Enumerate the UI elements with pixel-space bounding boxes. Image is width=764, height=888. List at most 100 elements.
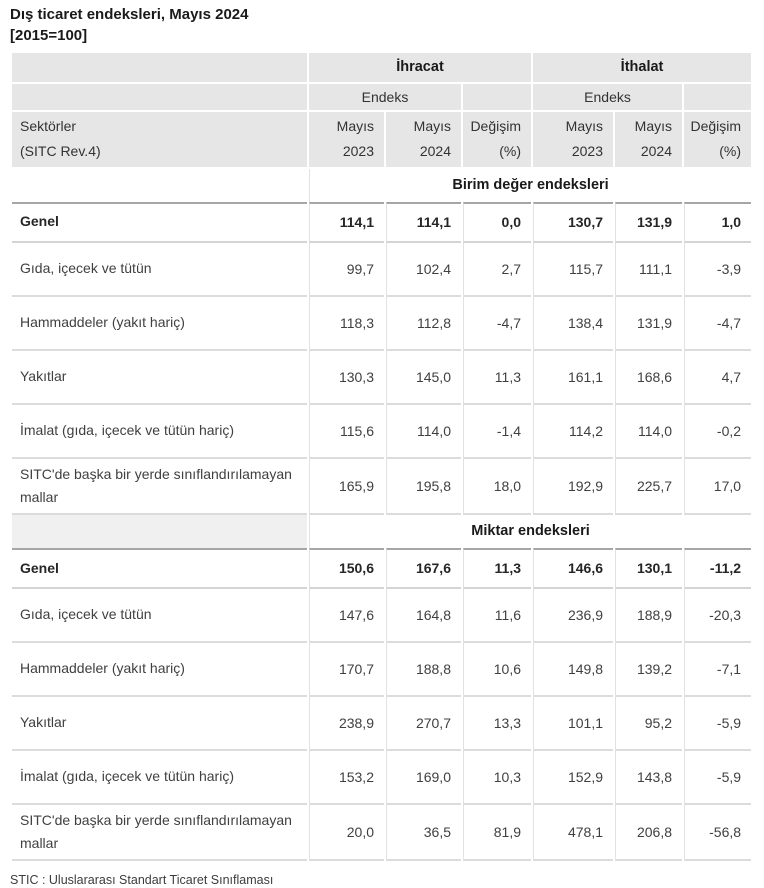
cell-value: 114,0: [615, 404, 683, 459]
cell-value: 153,2: [309, 750, 384, 805]
cell-value: 114,1: [309, 201, 384, 243]
page-title: Dış ticaret endeksleri, Mayıs 2024: [10, 6, 249, 23]
cell-value: 131,9: [615, 296, 683, 351]
cell-value: 146,6: [533, 547, 614, 589]
cell-value: 11,3: [463, 547, 532, 589]
cell-value: 118,3: [309, 296, 384, 351]
row-label: Yakıtlar: [12, 350, 307, 405]
cell-value: 147,6: [309, 588, 384, 643]
section-header-row: Birim değer endeksleri: [12, 168, 752, 202]
cell-value: 170,7: [309, 642, 384, 697]
footnote: STIC : Uluslararası Standart Ticaret Sın…: [10, 872, 274, 887]
cell-value: 99,7: [309, 242, 384, 297]
cell-value: 478,1: [533, 804, 614, 861]
cell-value: 10,6: [463, 642, 532, 697]
cell-value: 11,3: [463, 350, 532, 405]
table-row: Genel 114,1 114,1 0,0 130,7 131,9 1,0: [12, 201, 752, 243]
table-row: İmalat (gıda, içecek ve tütün hariç) 115,…: [12, 404, 752, 459]
cell-value: 188,8: [386, 642, 461, 697]
import-change-header: Değişim (%): [684, 111, 752, 169]
cell-value: 131,9: [615, 201, 683, 243]
row-label: Genel: [12, 201, 307, 243]
cell-value: 10,3: [463, 750, 532, 805]
table-header: İhracat İthalat Endeks Endeks Sektörler …: [12, 52, 752, 169]
table-row: SITC'de başka bir yerde sınıflandırılama…: [12, 458, 752, 515]
cell-value: 114,0: [386, 404, 461, 459]
import-may2024-header: Mayıs 2024: [615, 111, 683, 169]
cell-value: 238,9: [309, 696, 384, 751]
cell-value: 115,6: [309, 404, 384, 459]
section-spacer-cell: [12, 514, 307, 548]
cell-value: -0,2: [684, 404, 752, 459]
cell-value: 167,6: [386, 547, 461, 589]
cell-value: 112,8: [386, 296, 461, 351]
page-subtitle: [2015=100]: [10, 26, 88, 44]
row-label: Genel: [12, 547, 307, 589]
cell-value: 145,0: [386, 350, 461, 405]
cell-value: -4,7: [463, 296, 532, 351]
table-row: Gıda, içecek ve tütün 99,7 102,4 2,7 115,7 11…: [12, 242, 752, 297]
cell-value: 150,6: [309, 547, 384, 589]
cell-value: 192,9: [533, 458, 614, 515]
cell-value: 161,1: [533, 350, 614, 405]
cell-value: 111,1: [615, 242, 683, 297]
row-label: Yakıtlar: [12, 696, 307, 751]
row-label: Hammaddeler (yakıt hariç): [12, 296, 307, 351]
row-label: Gıda, içecek ve tütün: [12, 242, 307, 297]
import-may2023-header: Mayıs 2023: [533, 111, 614, 169]
row-label: SITC'de başka bir yerde sınıflandırılama…: [12, 458, 307, 515]
section-header-row: Miktar endeksleri: [12, 514, 752, 548]
cell-value: 114,1: [386, 201, 461, 243]
trade-index-table: İhracat İthalat Endeks Endeks Sektörler …: [10, 52, 753, 861]
cell-value: 188,9: [615, 588, 683, 643]
cell-value: 95,2: [615, 696, 683, 751]
cell-value: -3,9: [684, 242, 752, 297]
cell-value: 0,0: [463, 201, 532, 243]
table-row: Hammaddeler (yakıt hariç) 170,7 188,8 10,6 1…: [12, 642, 752, 697]
table-row: İmalat (gıda, içecek ve tütün hariç) 153,…: [12, 750, 752, 805]
empty-header-cell: [684, 83, 752, 112]
export-may2024-header: Mayıs 2024: [386, 111, 461, 169]
sector-column-header: Sektörler (SITC Rev.4): [12, 111, 307, 169]
table-row: Yakıtlar 130,3 145,0 11,3 161,1 168,6 4,7: [12, 350, 752, 405]
section-spacer-cell: [12, 168, 307, 202]
cell-value: 114,2: [533, 404, 614, 459]
cell-value: 165,9: [309, 458, 384, 515]
export-change-header: Değişim (%): [463, 111, 532, 169]
cell-value: -4,7: [684, 296, 752, 351]
group-header-row: İhracat İthalat: [12, 52, 752, 84]
cell-value: -1,4: [463, 404, 532, 459]
cell-value: 36,5: [386, 804, 461, 861]
cell-value: 115,7: [533, 242, 614, 297]
cell-value: 139,2: [615, 642, 683, 697]
cell-value: -20,3: [684, 588, 752, 643]
import-group-header: İthalat: [533, 52, 752, 84]
row-label: İmalat (gıda, içecek ve tütün hariç): [12, 404, 307, 459]
cell-value: -5,9: [684, 696, 752, 751]
section-title: Miktar endeksleri: [309, 514, 752, 548]
cell-value: 4,7: [684, 350, 752, 405]
cell-value: 168,6: [615, 350, 683, 405]
cell-value: 130,1: [615, 547, 683, 589]
cell-value: 206,8: [615, 804, 683, 861]
cell-value: 13,3: [463, 696, 532, 751]
cell-value: 18,0: [463, 458, 532, 515]
cell-value: 270,7: [386, 696, 461, 751]
cell-value: -7,1: [684, 642, 752, 697]
cell-value: -11,2: [684, 547, 752, 589]
cell-value: 101,1: [533, 696, 614, 751]
cell-value: 20,0: [309, 804, 384, 861]
table-row: Gıda, içecek ve tütün 147,6 164,8 11,6 236,9…: [12, 588, 752, 643]
endeks-header-row: Endeks Endeks: [12, 83, 752, 112]
cell-value: 102,4: [386, 242, 461, 297]
cell-value: 152,9: [533, 750, 614, 805]
cell-value: 130,3: [309, 350, 384, 405]
row-label: İmalat (gıda, içecek ve tütün hariç): [12, 750, 307, 805]
empty-header-cell: [12, 83, 307, 112]
export-may2023-header: Mayıs 2023: [309, 111, 384, 169]
cell-value: -56,8: [684, 804, 752, 861]
import-endeks-header: Endeks: [533, 83, 683, 112]
empty-header-cell: [12, 52, 307, 84]
table-row: Genel 150,6 167,6 11,3 146,6 130,1 -11,2: [12, 547, 752, 589]
